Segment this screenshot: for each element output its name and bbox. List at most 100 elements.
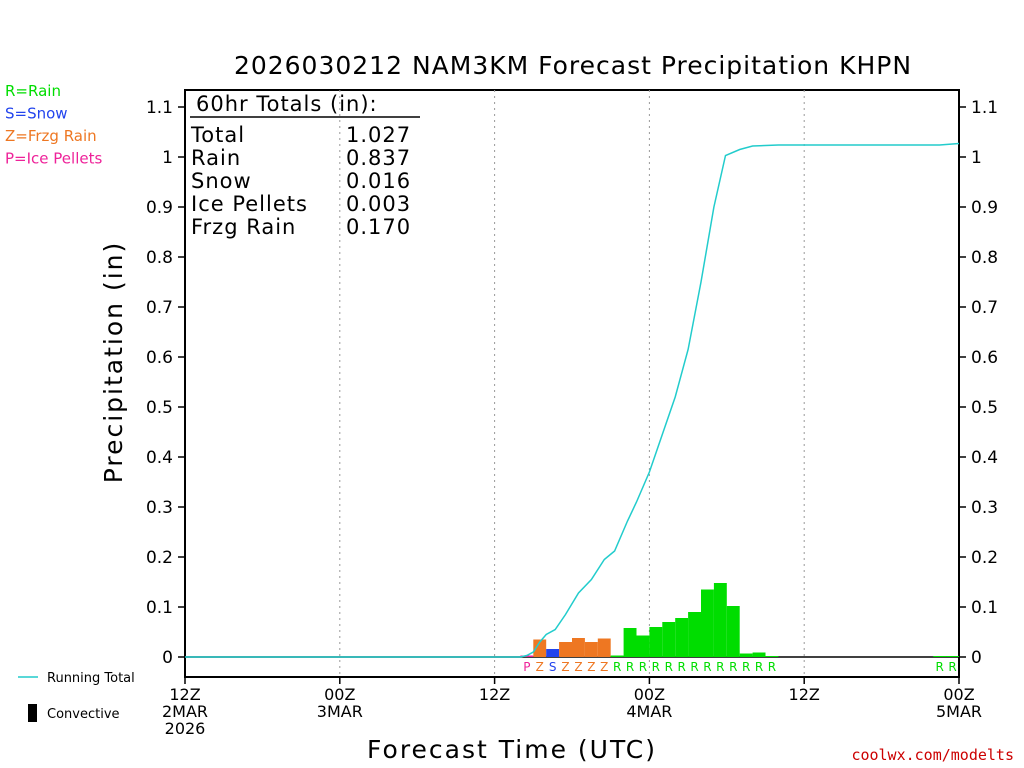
precip-type-letter: R: [639, 660, 647, 674]
totals-label: Rain: [191, 146, 241, 170]
y-tick-label-left: 0.6: [146, 348, 173, 368]
totals-label: Ice Pellets: [191, 192, 308, 216]
precip-type-legend: R=Rain S=Snow Z=Frzg Rain P=Ice Pellets: [5, 82, 102, 168]
x-axis-title: Forecast Time (UTC): [367, 735, 657, 764]
x-tick-label: 2MAR: [162, 702, 208, 721]
precip-bar: [636, 635, 650, 657]
precip-type-letter: Z: [574, 660, 582, 674]
precip-bar: [688, 612, 701, 657]
precip-bar: [739, 653, 753, 657]
precip-type-letter: Z: [536, 660, 544, 674]
y-tick-label-left: 0.2: [146, 548, 173, 568]
precip-bar: [765, 656, 779, 657]
y-tick-label-left: 0.3: [146, 498, 173, 518]
x-tick-label: 12Z: [169, 685, 200, 704]
y-tick-label-right: 0.1: [971, 598, 998, 618]
precip-bar: [933, 656, 947, 657]
y-tick-label-right: 0: [971, 648, 982, 668]
precip-type-letter: R: [742, 660, 750, 674]
vertical-gridlines: [339, 90, 805, 677]
precip-bar: [546, 649, 560, 657]
totals-value: 0.003: [346, 192, 411, 216]
precip-type-letter: R: [768, 660, 776, 674]
y-tick-label-left: 0: [162, 648, 173, 668]
x-tick-label: 12Z: [479, 685, 510, 704]
precip-type-letter: P: [523, 660, 530, 674]
y-axis-ticks: 0 0 0.1 0.1 0.2 0.2 0.3 0.3 0.4 0.4 0.5 0.5 0.6 0.6 0.…: [146, 98, 998, 668]
x-tick-label: 00Z: [943, 685, 974, 704]
precip-bar: [610, 655, 624, 657]
precip-type-letter: R: [690, 660, 698, 674]
y-tick-label-right: 0.8: [971, 248, 998, 268]
precip-type-letter: R: [755, 660, 763, 674]
precip-bar: [597, 638, 611, 657]
precip-type-letter: Z: [600, 660, 608, 674]
totals-value: 0.016: [346, 169, 411, 193]
running-total-line: [185, 142, 960, 658]
precip-bar: [752, 652, 766, 657]
y-tick-label-left: 0.9: [146, 198, 173, 218]
x-tick-label: 2026: [165, 719, 206, 738]
precip-bar: [533, 639, 547, 657]
y-tick-label-left: 0.7: [146, 298, 173, 318]
totals-box: 60hr Totals (in): Total 1.027 Rain 0.837 Sno…: [190, 92, 420, 239]
totals-label: Total: [190, 123, 245, 147]
precip-bar: [584, 642, 598, 657]
precip-type-letter: R: [665, 660, 673, 674]
y-tick-label-right: 0.5: [971, 398, 998, 418]
precip-bar: [946, 656, 959, 657]
totals-header: 60hr Totals (in):: [196, 92, 378, 116]
y-axis-title: Precipitation (in): [99, 241, 128, 484]
precip-bar: [675, 618, 689, 657]
convective-legend-swatch: [28, 704, 37, 722]
x-tick-label: 12Z: [789, 685, 820, 704]
legend-entry-s: S=Snow: [5, 105, 68, 123]
precip-type-letter: R: [716, 660, 724, 674]
precip-type-letter: R: [729, 660, 737, 674]
x-tick-label: 00Z: [634, 685, 665, 704]
plot-frame: [184, 89, 960, 678]
precip-type-letter: S: [549, 660, 557, 674]
precip-bar: [559, 642, 572, 657]
legend-entry-r: R=Rain: [5, 82, 61, 100]
precip-bar: [649, 627, 663, 657]
y-tick-label-left: 1: [162, 148, 173, 168]
precip-bar: [662, 622, 676, 657]
chart-title: 2026030212 NAM3KM Forecast Precipitation…: [234, 51, 912, 80]
y-tick-label-left: 0.5: [146, 398, 173, 418]
x-tick-label: 00Z: [324, 685, 355, 704]
precip-type-letter: Z: [587, 660, 595, 674]
y-tick-label-right: 0.6: [971, 348, 998, 368]
totals-label: Snow: [191, 169, 252, 193]
precip-bar: [572, 638, 585, 657]
precip-type-letter: Z: [561, 660, 569, 674]
precip-type-letter: R: [652, 660, 660, 674]
legend-entry-z: Z=Frzg Rain: [5, 127, 97, 145]
y-tick-label-right: 0.9: [971, 198, 998, 218]
y-tick-label-left: 0.8: [146, 248, 173, 268]
y-tick-label-right: 0.7: [971, 298, 998, 318]
y-tick-label-right: 0.2: [971, 548, 998, 568]
running-total-legend-label: Running Total: [47, 671, 135, 686]
y-tick-label-right: 0.4: [971, 448, 998, 468]
precip-type-letter: R: [626, 660, 634, 674]
totals-value: 0.837: [346, 146, 411, 170]
y-tick-label-right: 1.1: [971, 98, 998, 118]
y-tick-label-right: 0.3: [971, 498, 998, 518]
watermark: coolwx.com/modelts: [851, 746, 1014, 764]
totals-value: 1.027: [346, 123, 411, 147]
y-tick-label-right: 1: [971, 148, 982, 168]
legend-entry-p: P=Ice Pellets: [5, 150, 102, 168]
precip-type-letter: R: [703, 660, 711, 674]
totals-rows: Total 1.027 Rain 0.837 Snow 0.016 Ice Pellets 0…: [190, 123, 411, 239]
precip-type-letter: R: [677, 660, 685, 674]
precip-type-letter: R: [613, 660, 621, 674]
precip-bar: [701, 589, 714, 657]
x-tick-label: 3MAR: [317, 702, 363, 721]
x-tick-label: 4MAR: [626, 702, 672, 721]
precip-bar: [713, 583, 727, 657]
precip-bar: [623, 628, 637, 657]
